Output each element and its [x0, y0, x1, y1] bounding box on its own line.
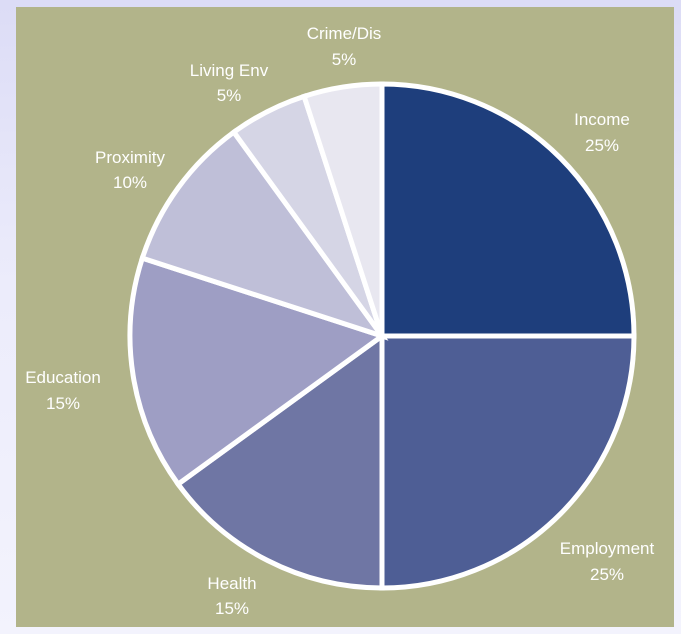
slice-label-crime-dis: Crime/Dis 5% [307, 24, 382, 69]
pie-slice-crime-dis [300, 81, 385, 337]
slice-label-education: Education 15% [25, 368, 101, 413]
pie-slice-education [127, 254, 388, 488]
pie-slice-income [379, 81, 637, 339]
slice-label-education-name: Education [25, 368, 101, 387]
pie-slice-proximity [139, 128, 389, 341]
slice-label-living-env-value: 5% [217, 86, 242, 105]
slice-label-crime-dis-value: 5% [332, 50, 357, 69]
slice-label-living-env: Living Env 5% [190, 61, 269, 105]
slice-label-living-env-name: Living Env [190, 61, 269, 80]
slice-label-proximity-value: 10% [113, 173, 147, 192]
pie-slice-employment [379, 333, 637, 591]
pie-slices [127, 81, 637, 591]
slice-label-proximity-name: Proximity [95, 148, 165, 167]
slice-label-employment-value: 25% [590, 565, 624, 584]
slice-label-crime-dis-name: Crime/Dis [307, 24, 382, 43]
slice-label-proximity: Proximity 10% [95, 148, 165, 192]
slice-label-health: Health 15% [207, 574, 256, 618]
slice-label-income-name: Income [574, 110, 630, 129]
pie-slice-health [174, 331, 385, 591]
slice-label-employment-name: Employment [560, 539, 655, 558]
slice-label-employment: Employment 25% [560, 539, 655, 584]
slice-label-health-name: Health [207, 574, 256, 593]
slice-label-income-value: 25% [585, 136, 619, 155]
slice-label-health-value: 15% [215, 599, 249, 618]
slice-label-income: Income 25% [574, 110, 630, 155]
slice-label-education-value: 15% [46, 394, 80, 413]
